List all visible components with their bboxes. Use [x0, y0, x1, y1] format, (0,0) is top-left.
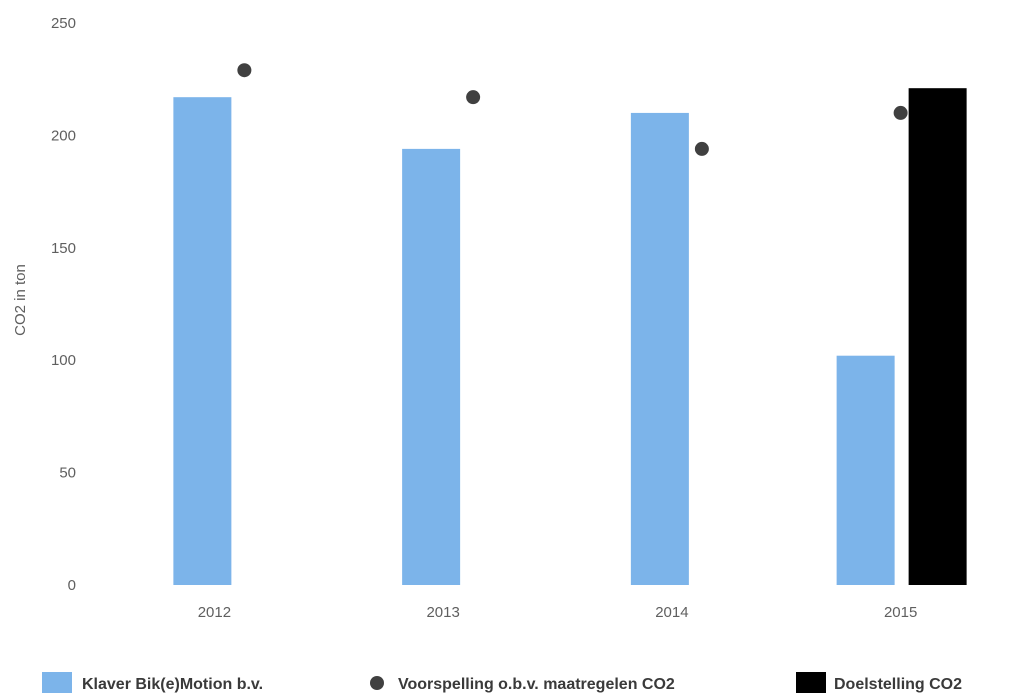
bar-klaver-2013: [402, 148, 461, 585]
legend-label-doelstelling: Doelstelling CO2: [834, 676, 962, 693]
bar-klaver-2015: [836, 355, 895, 585]
x-tick-label: 2015: [884, 604, 917, 621]
chart-marks: [173, 63, 967, 586]
y-tick-label: 50: [59, 465, 76, 482]
point-voorspelling-2012: [237, 63, 252, 78]
legend-swatch-doelstelling: [796, 672, 826, 693]
y-axis-ticks: 0 50 100 150 200 250: [51, 15, 76, 594]
legend-label-voorspelling: Voorspelling o.b.v. maatregelen CO2: [398, 676, 675, 693]
y-tick-label: 200: [51, 127, 76, 144]
bar-klaver-2012: [173, 97, 232, 586]
bar-klaver-2014: [630, 112, 689, 586]
x-tick-label: 2014: [655, 604, 688, 621]
x-tick-label: 2012: [198, 604, 231, 621]
y-tick-label: 150: [51, 240, 76, 257]
point-voorspelling-2014: [694, 141, 709, 156]
bar-doelstelling-2015: [908, 88, 967, 585]
point-voorspelling-2013: [466, 90, 481, 105]
legend: Klaver Bik(e)Motion b.v. Voorspelling o.b…: [42, 672, 962, 693]
y-tick-label: 0: [68, 577, 76, 594]
y-axis-title: CO2 in ton: [12, 264, 29, 336]
legend-marker-voorspelling: [370, 676, 384, 690]
x-axis-ticks: 2012 2013 2014 2015: [198, 604, 918, 621]
legend-swatch-klaver: [42, 672, 72, 693]
y-tick-label: 250: [51, 15, 76, 32]
legend-label-klaver: Klaver Bik(e)Motion b.v.: [82, 676, 263, 693]
x-tick-label: 2013: [426, 604, 459, 621]
y-tick-label: 100: [51, 352, 76, 369]
point-voorspelling-2015: [893, 105, 908, 120]
